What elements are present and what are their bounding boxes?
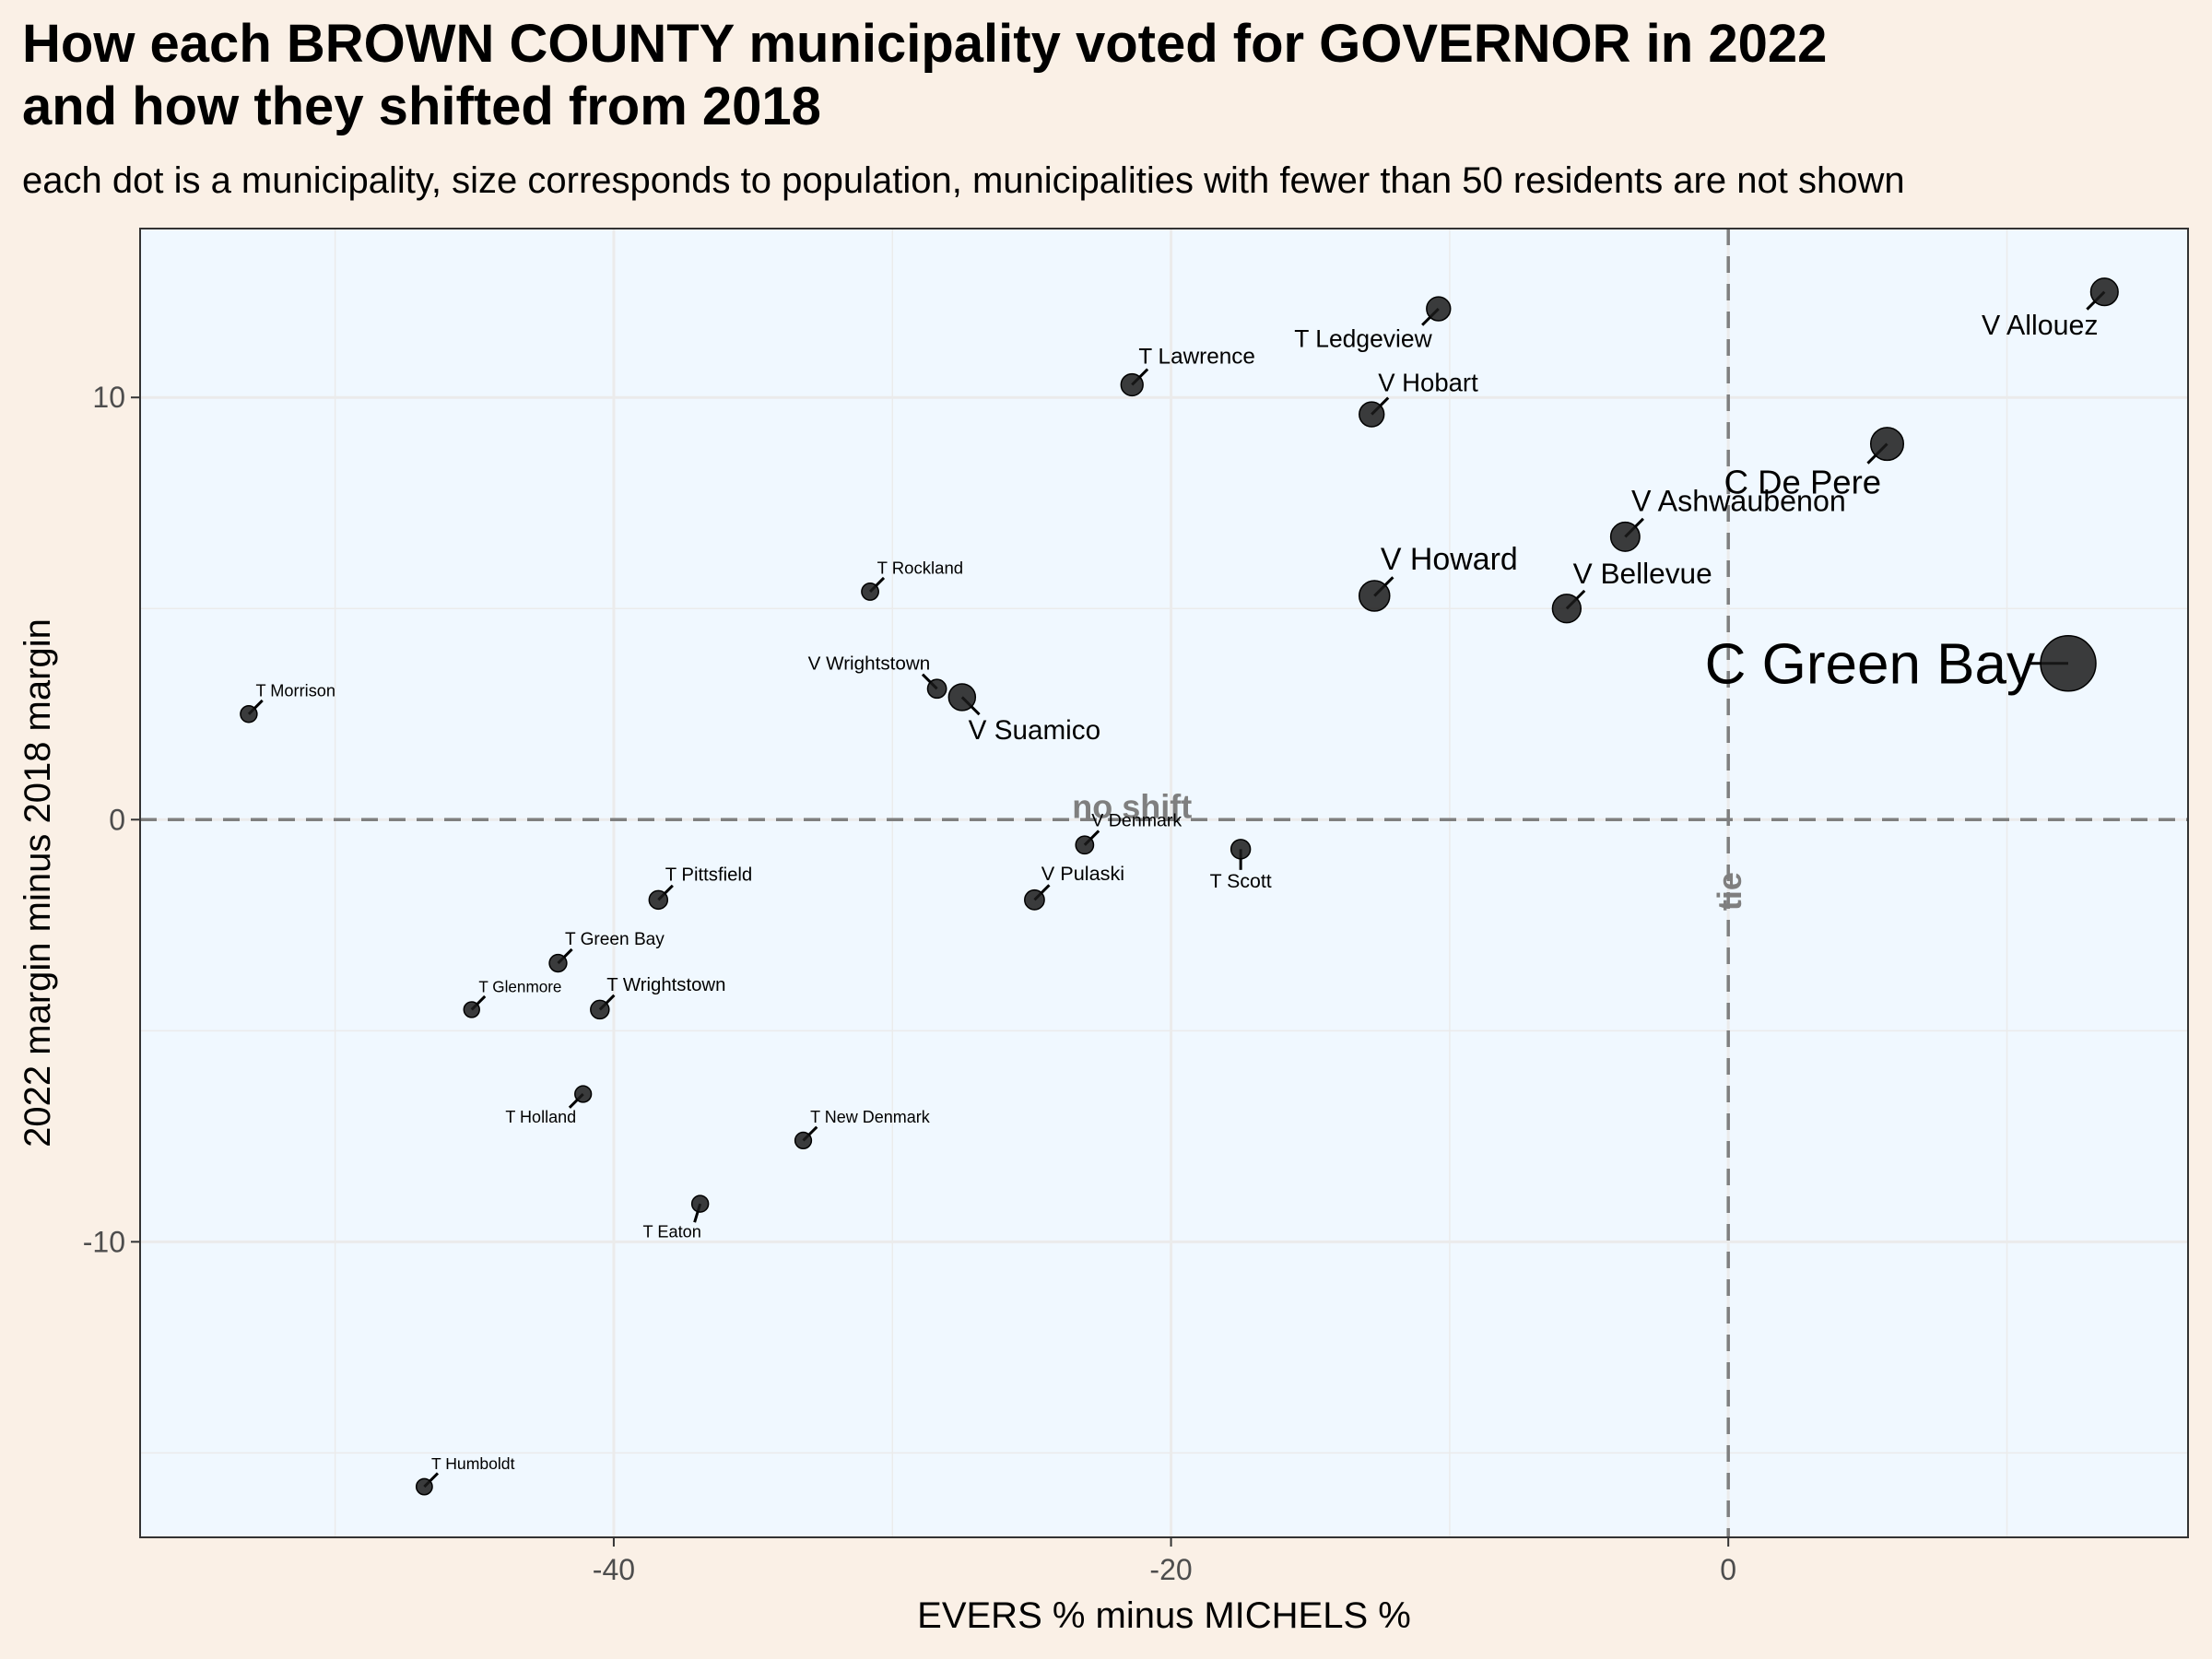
point-label: V Bellevue — [1573, 557, 1712, 590]
data-point — [1358, 580, 1391, 612]
x-tick-label: -20 — [1149, 1553, 1192, 1586]
data-point — [2040, 635, 2097, 692]
point-label: T Holland — [505, 1108, 576, 1126]
title-line-2: and how they shifted from 2018 — [22, 76, 821, 136]
point-label: T Morrison — [255, 681, 335, 700]
x-tick-label: 0 — [1720, 1553, 1736, 1586]
y-tick-label: -10 — [83, 1225, 125, 1258]
point-label: V Denmark — [1091, 811, 1182, 831]
data-point — [415, 1477, 433, 1496]
point-label: T Wrightstown — [606, 975, 725, 995]
data-point — [690, 1194, 710, 1213]
data-point — [648, 889, 669, 911]
point-label: C Green Bay — [1705, 633, 2035, 697]
point-label: T Ledgeview — [1294, 324, 1432, 352]
data-point — [1024, 888, 1045, 911]
x-axis-title: EVERS % minus MICHELS % — [917, 1595, 1411, 1636]
point-label: V Pulaski — [1041, 862, 1124, 885]
point-label: T Lawrence — [1138, 345, 1255, 370]
point-label: T New Denmark — [810, 1108, 931, 1126]
data-point — [1869, 427, 1905, 462]
data-point — [1609, 521, 1641, 552]
point-labels: C Green Bay C De Pere V Howard V Ashwaubeno… — [255, 311, 2098, 1473]
data-point — [926, 678, 947, 700]
point-label: T Green Bay — [565, 930, 665, 949]
axes: -40 -20 0 -10 0 10 EVERS % minus MICHELS % 2022… — [18, 381, 1736, 1636]
tie-label: tie — [1711, 872, 1748, 911]
point-label: V Ashwaubenon — [1631, 485, 1846, 518]
data-point — [1075, 835, 1095, 855]
point-label: T Scott — [1210, 870, 1272, 892]
plot-panel-border — [139, 228, 2189, 1538]
point-label: T Glenmore — [478, 978, 561, 996]
chart-subtitle: each dot is a municipality, size corresp… — [22, 160, 1905, 201]
point-label: V Allouez — [1982, 311, 2098, 341]
data-point — [240, 705, 258, 724]
reference-lines: no shift tie — [140, 229, 2188, 1537]
y-tick-label: 0 — [109, 803, 125, 836]
data-point — [590, 999, 610, 1020]
plot-panel — [140, 229, 2188, 1537]
data-point — [548, 953, 568, 973]
point-label: T Humboldt — [431, 1454, 515, 1473]
data-point — [1230, 839, 1252, 860]
point-label: T Pittsfield — [665, 865, 753, 886]
data-point — [947, 683, 977, 712]
chart-title: How each BROWN COUNTY municipality voted… — [22, 13, 2197, 138]
point-label: V Howard — [1381, 542, 1518, 577]
data-points — [240, 277, 2119, 1496]
point-label: T Eaton — [643, 1223, 701, 1241]
data-point — [1359, 401, 1385, 428]
point-label: C De Pere — [1724, 464, 1881, 501]
y-axis-title: 2022 margin minus 2018 margin — [18, 618, 58, 1147]
data-point — [794, 1131, 813, 1150]
data-point — [574, 1085, 593, 1103]
point-label: V Suamico — [969, 715, 1100, 746]
title-line-1: How each BROWN COUNTY municipality voted… — [22, 14, 1828, 74]
data-point — [861, 582, 879, 601]
point-label: V Wrightstown — [808, 653, 931, 674]
y-tick-label: 10 — [92, 381, 125, 414]
data-point — [2089, 277, 2119, 307]
point-label: V Hobart — [1378, 369, 1478, 397]
no-shift-label: no shift — [1072, 787, 1192, 825]
data-point — [463, 1001, 480, 1018]
data-point — [1120, 372, 1144, 397]
data-point — [1426, 296, 1452, 322]
x-tick-label: -40 — [593, 1553, 635, 1586]
point-label: T Rockland — [877, 558, 964, 577]
data-point — [1551, 594, 1583, 624]
